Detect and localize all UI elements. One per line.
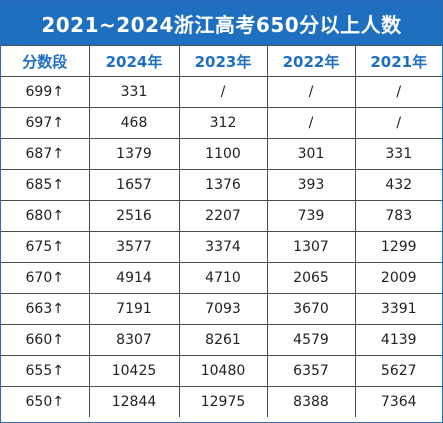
count-2021-cell: 2009 [354,262,442,294]
count-2023-cell: 312 [178,107,268,139]
count-2024-cell: 7191 [88,293,180,325]
count-2023-cell: 10480 [178,355,268,387]
count-2022-cell: / [266,107,356,139]
score-range-cell: 660↑ [1,324,90,356]
header-score-range: 分数段 [1,45,90,77]
table-row: 655↑ 10425 10480 6357 5627 [1,355,442,387]
count-2024-cell: 10425 [88,355,180,387]
count-2023-cell: 4710 [178,262,268,294]
count-2021-cell: 4139 [354,324,442,356]
table-row: 660↑ 8307 8261 4579 4139 [1,324,442,356]
count-2023-cell: 1376 [178,169,268,201]
count-2024-cell: 3577 [88,231,180,263]
count-2022-cell: / [266,76,356,108]
header-row: 分数段 2024年 2023年 2022年 2021年 [1,45,442,77]
score-table: 分数段 2024年 2023年 2022年 2021年 699↑ 331///69… [1,45,442,417]
count-2023-cell: 3374 [178,231,268,263]
count-2022-cell: 4579 [266,324,356,356]
table-row: 650↑ 12844 12975 8388 7364 [1,386,442,417]
count-2024-cell: 468 [88,107,180,139]
table-title: 2021~2024浙江高考650分以上人数 [1,1,442,45]
table-row: 699↑ 331// / [1,76,442,108]
score-range-cell: 699↑ [1,76,90,108]
score-range-cell: 670↑ [1,262,90,294]
count-2021-cell: 1299 [354,231,442,263]
count-2022-cell: 393 [266,169,356,201]
header-2021: 2021年 [354,45,442,77]
count-2022-cell: 2065 [266,262,356,294]
count-2024-cell: 2516 [88,200,180,232]
table-row: 663↑ 7191 7093 3670 3391 [1,293,442,325]
count-2021-cell: / [354,76,442,108]
count-2022-cell: 1307 [266,231,356,263]
count-2022-cell: 3670 [266,293,356,325]
count-2024-cell: 331 [88,76,180,108]
count-2021-cell: / [354,107,442,139]
header-2023: 2023年 [178,45,268,77]
score-range-cell: 687↑ [1,138,90,170]
count-2024-cell: 12844 [88,386,180,417]
count-2022-cell: 6357 [266,355,356,387]
score-range-cell: 650↑ [1,386,90,417]
count-2021-cell: 5627 [354,355,442,387]
count-2023-cell: 8261 [178,324,268,356]
count-2022-cell: 301 [266,138,356,170]
header-2024: 2024年 [88,45,180,77]
table-row: 687↑ 1379 1100 301 331 [1,138,442,170]
count-2022-cell: 8388 [266,386,356,417]
score-range-cell: 680↑ [1,200,90,232]
score-range-cell: 663↑ [1,293,90,325]
count-2021-cell: 432 [354,169,442,201]
table-row: 675↑ 3577 3374 1307 1299 [1,231,442,263]
score-range-cell: 655↑ [1,355,90,387]
table-row: 670↑ 4914 4710 2065 2009 [1,262,442,294]
table-row: 697↑ 468 312// [1,107,442,139]
count-2023-cell: / [178,76,268,108]
table-row: 680↑ 2516 2207 739 783 [1,200,442,232]
count-2023-cell: 2207 [178,200,268,232]
table-body: 699↑ 331///697↑ 468 312//687↑ 1379 1100 301 331… [1,76,442,417]
count-2024-cell: 1379 [88,138,180,170]
count-2021-cell: 3391 [354,293,442,325]
score-range-cell: 685↑ [1,169,90,201]
count-2023-cell: 7093 [178,293,268,325]
count-2024-cell: 1657 [88,169,180,201]
count-2021-cell: 7364 [354,386,442,417]
count-2021-cell: 783 [354,200,442,232]
table-row: 685↑ 1657 1376 393 432 [1,169,442,201]
count-2024-cell: 4914 [88,262,180,294]
header-2022: 2022年 [266,45,356,77]
count-2023-cell: 12975 [178,386,268,417]
score-range-cell: 675↑ [1,231,90,263]
count-2022-cell: 739 [266,200,356,232]
count-2023-cell: 1100 [178,138,268,170]
score-range-cell: 697↑ [1,107,90,139]
count-2021-cell: 331 [354,138,442,170]
count-2024-cell: 8307 [88,324,180,356]
